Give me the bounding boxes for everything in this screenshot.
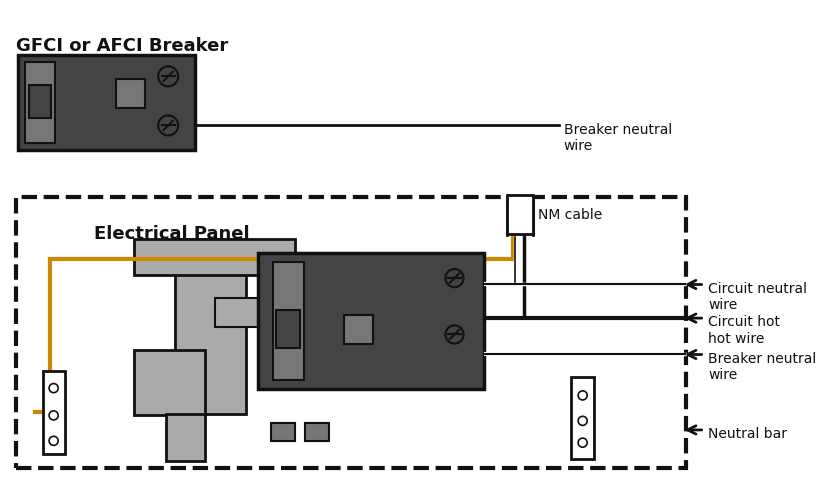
Bar — [18, 54, 195, 150]
Bar — [116, 79, 145, 108]
Bar — [16, 197, 686, 468]
Circle shape — [445, 325, 463, 344]
Bar — [270, 423, 294, 441]
Bar — [507, 196, 532, 234]
Bar — [133, 350, 204, 415]
Circle shape — [49, 411, 58, 420]
Text: Circuit neutral
wire: Circuit neutral wire — [708, 282, 806, 312]
Circle shape — [158, 66, 178, 86]
Circle shape — [577, 438, 586, 447]
Bar — [276, 310, 300, 348]
Bar — [343, 315, 372, 344]
Bar — [175, 239, 246, 414]
Circle shape — [445, 269, 463, 287]
Bar — [277, 252, 359, 267]
Circle shape — [577, 416, 586, 425]
Text: Breaker neutral
wire: Breaker neutral wire — [563, 123, 671, 153]
Bar — [305, 423, 328, 441]
Text: Electrical Panel: Electrical Panel — [93, 225, 249, 243]
Circle shape — [49, 436, 58, 446]
Bar — [166, 414, 204, 461]
Circle shape — [158, 115, 178, 135]
Bar — [258, 252, 483, 389]
Text: Neutral bar: Neutral bar — [708, 427, 786, 441]
Circle shape — [49, 384, 58, 393]
Text: NM cable: NM cable — [537, 208, 602, 222]
Text: GFCI or AFCI Breaker: GFCI or AFCI Breaker — [16, 37, 229, 55]
Bar — [570, 377, 594, 459]
Circle shape — [577, 391, 586, 400]
Bar — [43, 371, 66, 455]
Bar — [25, 62, 55, 143]
Bar — [215, 298, 260, 327]
Bar — [29, 85, 51, 118]
Text: Circuit hot
hot wire: Circuit hot hot wire — [708, 315, 779, 346]
Bar — [133, 239, 295, 275]
Text: Breaker neutral
wire: Breaker neutral wire — [708, 352, 816, 382]
Bar — [273, 262, 303, 380]
